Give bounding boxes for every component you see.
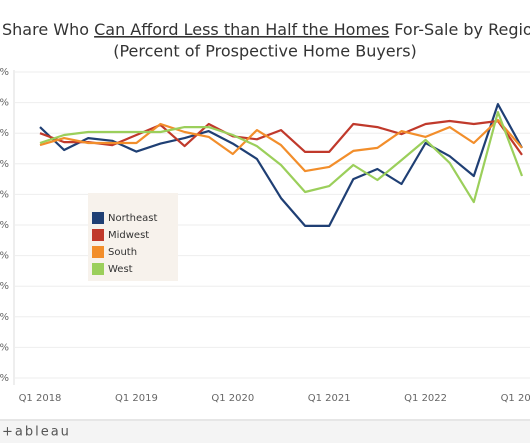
y-tick-label: 100% — [0, 67, 9, 78]
y-tick-label: 0% — [0, 373, 9, 384]
title-part: For-Sale by Region — [389, 20, 530, 39]
chart-subtitle: (Percent of Prospective Home Buyers) — [113, 42, 417, 61]
x-tick-label: Q1 2018 — [19, 393, 62, 404]
chart-title: Share Who Can Afford Less than Half the … — [2, 20, 530, 39]
y-tick-label: 50% — [0, 220, 9, 231]
y-tick-label: 20% — [0, 312, 9, 323]
x-tick-label: Q1 2019 — [115, 393, 158, 404]
legend-label: West — [108, 264, 133, 275]
y-tick-label: 80% — [0, 128, 9, 139]
legend-swatch — [92, 212, 104, 224]
title-part: Can Afford Less than Half the Homes — [94, 20, 389, 39]
legend-label: Northeast — [108, 213, 157, 224]
x-tick-label: Q1 2023 — [501, 393, 530, 404]
series-line — [39, 119, 523, 156]
legend-label: Midwest — [108, 230, 149, 241]
series-line — [39, 111, 524, 204]
series-line — [39, 118, 523, 173]
x-tick-label: Q1 2021 — [308, 393, 351, 404]
y-tick-label: 70% — [0, 159, 9, 170]
footer-bar — [0, 421, 530, 443]
y-tick-label: 40% — [0, 251, 9, 262]
y-tick-label: 90% — [0, 98, 9, 109]
y-tick-label: 10% — [0, 342, 9, 353]
legend-swatch — [92, 246, 104, 258]
title-part: Share Who — [2, 20, 94, 39]
x-tick-label: Q1 2022 — [404, 393, 447, 404]
y-tick-label: 60% — [0, 189, 9, 200]
y-tick-label: 30% — [0, 281, 9, 292]
tableau-logo: +ableau — [2, 425, 71, 440]
legend-swatch — [92, 229, 104, 241]
legend-swatch — [92, 263, 104, 275]
x-tick-label: Q1 2020 — [211, 393, 254, 404]
legend-label: South — [108, 247, 137, 258]
series-line — [39, 103, 523, 227]
